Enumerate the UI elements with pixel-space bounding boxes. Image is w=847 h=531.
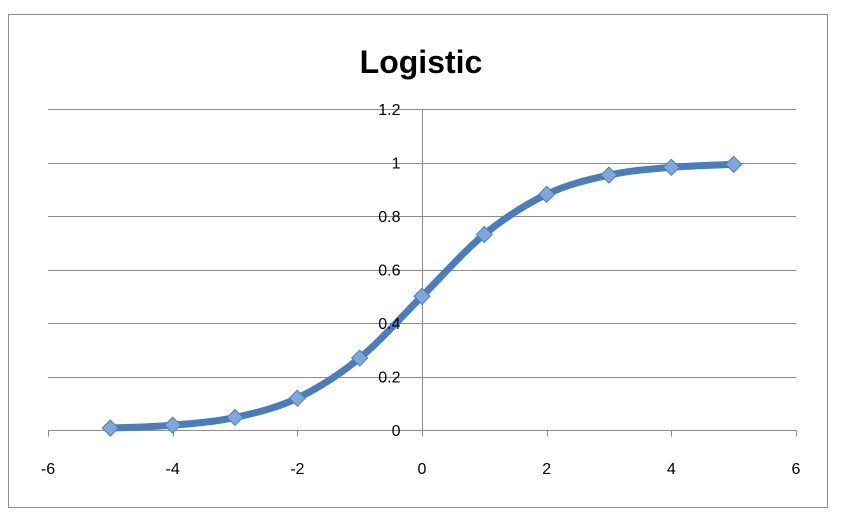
y-tick-label: 0.4 [378, 316, 400, 333]
data-point-marker [537, 185, 556, 204]
x-tick-label: 2 [542, 461, 551, 478]
series [101, 155, 743, 437]
y-tick-label: 1.2 [378, 102, 400, 119]
data-point-marker [350, 349, 369, 367]
data-point-marker [288, 389, 307, 407]
chart-frame [8, 14, 828, 508]
y-tick-label: 1 [392, 156, 401, 173]
x-tick-label: -6 [41, 461, 55, 478]
y-tick-label: 0.8 [378, 209, 400, 226]
data-point-marker [662, 158, 681, 177]
chart-title: Logistic [360, 44, 483, 80]
data-point-marker [413, 287, 431, 305]
y-tick-label: 0.2 [378, 370, 400, 387]
tick-labels: -6 -4 -2 0 2 4 6 0 0.2 0.4 0.6 0.8 1 1.2 [41, 102, 801, 478]
data-point-marker [101, 419, 120, 437]
x-tick-label: 4 [667, 461, 676, 478]
x-tick-label: 6 [792, 461, 801, 478]
x-tick-label: -4 [166, 461, 180, 478]
x-tick-label: -2 [290, 461, 304, 478]
data-point-marker [724, 155, 743, 174]
x-tick-label: 0 [418, 461, 427, 478]
data-point-marker [600, 166, 618, 184]
y-tick-label: 0 [392, 423, 401, 440]
data-point-marker [226, 408, 244, 427]
data-point-marker [163, 416, 182, 434]
y-tick-label: 0.6 [378, 263, 400, 280]
data-point-marker [475, 225, 494, 244]
